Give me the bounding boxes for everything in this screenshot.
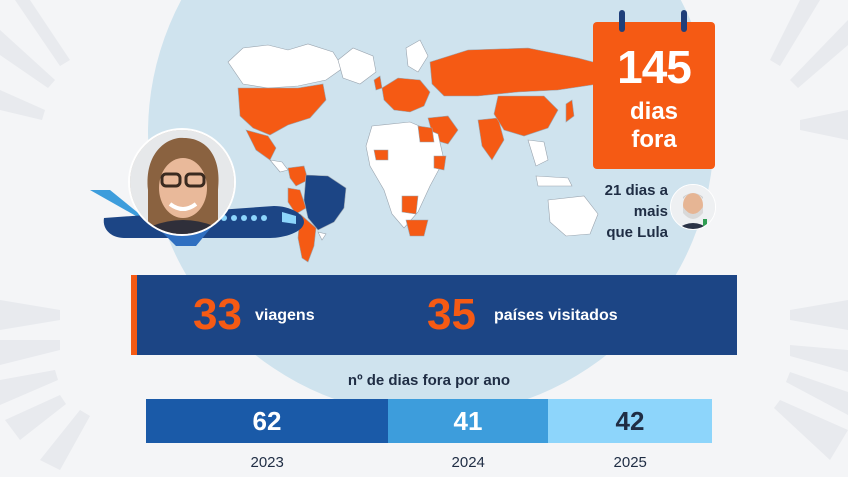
year-label-2025: 2025 xyxy=(613,454,647,471)
stats-accent-bar xyxy=(131,275,137,355)
map-uruguay xyxy=(317,231,327,241)
chart-title: nº de dias fora por ano xyxy=(347,372,511,389)
map-scandinavia xyxy=(405,39,429,73)
map-ethiopia xyxy=(433,155,447,171)
avatar-lula xyxy=(670,184,716,230)
trips-label: viagens xyxy=(255,307,315,324)
calendar-icon: 145 dias fora xyxy=(593,10,715,169)
bar-value-label: 42 xyxy=(615,406,645,436)
map-central-america xyxy=(269,159,289,173)
bar-value-label: 41 xyxy=(453,406,483,436)
stats-panel: 33 viagens 35 países visitados xyxy=(131,275,737,355)
map-japan xyxy=(565,99,575,123)
year-label-2023: 2023 xyxy=(250,454,284,471)
map-canada xyxy=(227,43,344,89)
map-europe xyxy=(381,77,431,113)
map-southeast-asia xyxy=(527,139,549,167)
days-per-year-chart: 62 41 42 xyxy=(146,399,712,443)
calendar-ring-left xyxy=(619,10,625,32)
map-colombia xyxy=(287,165,309,187)
bar-value-label: 62 xyxy=(252,406,282,436)
map-egypt xyxy=(417,125,435,143)
days-away-label: dias fora xyxy=(629,98,679,153)
year-label-2024: 2024 xyxy=(451,454,485,471)
countries-label: países visitados xyxy=(494,307,618,324)
map-brazil xyxy=(303,174,347,231)
trips-count: 33 xyxy=(193,290,242,339)
days-away-total: 145 xyxy=(617,41,692,93)
map-india xyxy=(477,117,505,161)
map-usa xyxy=(237,83,327,136)
comparison-text: 21 dias a mais que Lula xyxy=(604,182,668,241)
calendar-ring-right xyxy=(681,10,687,32)
map-peru xyxy=(287,187,307,215)
map-greenland xyxy=(337,47,377,85)
map-australia xyxy=(547,195,599,237)
map-china xyxy=(493,95,559,137)
map-mexico xyxy=(245,129,277,161)
map-angola xyxy=(401,195,419,215)
bar-2023: 62 xyxy=(146,399,388,443)
map-west-africa xyxy=(373,149,389,161)
avatar-first-lady xyxy=(128,128,236,236)
map-uk xyxy=(373,75,383,91)
map-russia xyxy=(429,47,609,97)
map-indonesia xyxy=(535,175,573,187)
map-south-africa xyxy=(405,219,429,237)
countries-count: 35 xyxy=(427,290,476,339)
bar-2024: 41 xyxy=(388,399,549,443)
bar-2025: 42 xyxy=(548,399,712,443)
world-map xyxy=(227,39,609,263)
